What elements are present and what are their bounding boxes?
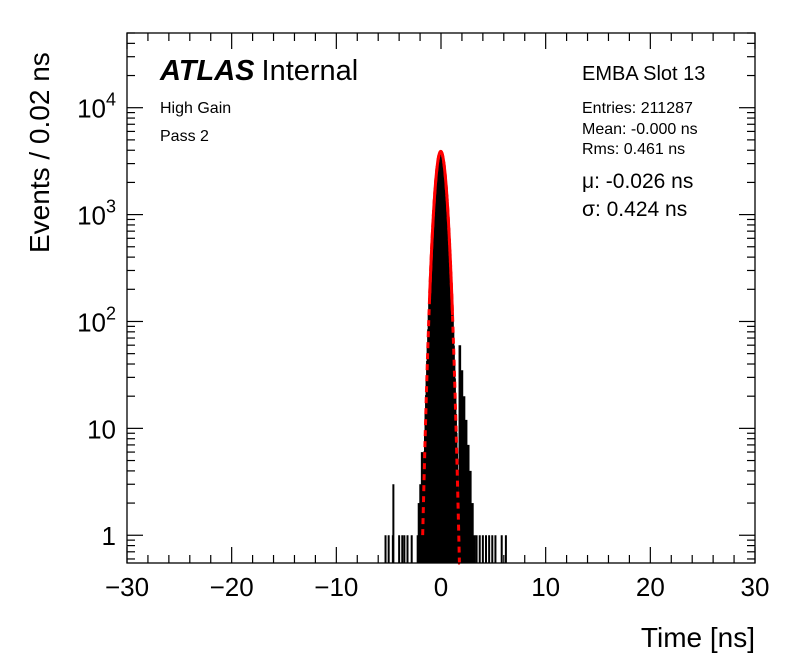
stats-rms: Rms: 0.461 ns bbox=[582, 141, 685, 158]
x-tick-label: 0 bbox=[434, 572, 448, 602]
y-tick-label: 10 bbox=[87, 414, 116, 444]
atlas-label: ATLAS Internal bbox=[159, 55, 358, 87]
y-tick-exponent: 3 bbox=[106, 197, 116, 217]
x-tick-label: 20 bbox=[636, 572, 665, 602]
x-tick-label: 10 bbox=[531, 572, 560, 602]
stats-entries: Entries: 211287 bbox=[582, 100, 693, 117]
fit-sigma: σ: 0.424 ns bbox=[582, 198, 687, 221]
y-tick-label: 1 bbox=[102, 521, 116, 551]
y-axis-title: Events / 0.02 ns bbox=[24, 52, 55, 253]
stats-name: EMBA Slot 13 bbox=[582, 63, 705, 85]
y-tick-base: 10 bbox=[77, 201, 106, 231]
fit-curve-solid bbox=[427, 149, 455, 316]
stats-mean: Mean: -0.000 ns bbox=[582, 121, 698, 138]
y-tick-exponent: 4 bbox=[106, 90, 116, 110]
fit-layer bbox=[421, 149, 461, 565]
y-tick-exponent: 2 bbox=[106, 303, 116, 323]
x-tick-label: 30 bbox=[741, 572, 770, 602]
y-tick-label: 102 bbox=[77, 303, 116, 337]
y-tick-base: 10 bbox=[77, 307, 106, 337]
x-tick-label: −30 bbox=[105, 572, 149, 602]
x-tick-label: −10 bbox=[314, 572, 358, 602]
histogram-layer bbox=[384, 151, 507, 563]
gain-label: High Gain bbox=[160, 100, 231, 117]
pass-label: Pass 2 bbox=[160, 128, 209, 145]
x-axis-title: Time [ns] bbox=[641, 622, 755, 653]
y-tick-label: 103 bbox=[77, 197, 116, 231]
x-tick-label: −20 bbox=[210, 572, 254, 602]
y-tick-label: 104 bbox=[77, 90, 116, 124]
ticks-layer bbox=[126, 32, 756, 563]
y-tick-base: 10 bbox=[77, 94, 106, 124]
atlas-label-bold: ATLAS bbox=[159, 55, 255, 87]
fit-mu: μ: -0.026 ns bbox=[582, 170, 693, 193]
atlas-label-rest: Internal bbox=[262, 55, 359, 87]
